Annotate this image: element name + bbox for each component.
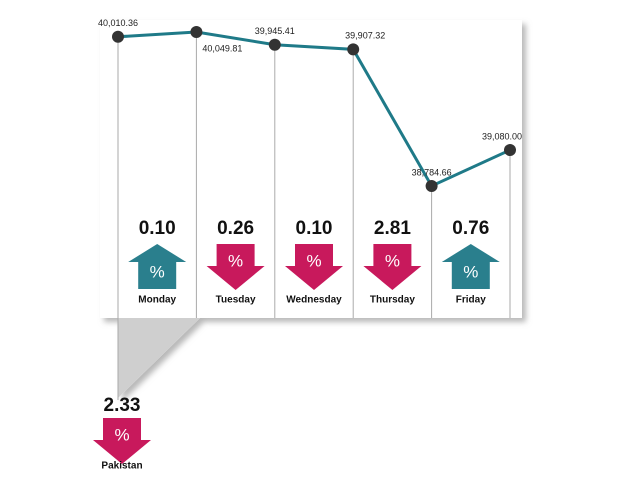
line: [117, 30, 511, 188]
callout: [118, 318, 200, 398]
day-label: Thursday: [370, 295, 415, 306]
value-label: 40,049.81: [202, 43, 242, 53]
change-label: 2.33: [104, 395, 141, 416]
market-label: Pakistan: [101, 461, 142, 472]
day-label: Monday: [138, 295, 176, 306]
change-label: 0.26: [217, 218, 254, 239]
percent-symbol: %: [385, 251, 400, 270]
arrow-down: [285, 244, 343, 290]
day-label: Friday: [456, 295, 486, 306]
change-label: 0.76: [452, 218, 489, 239]
percent-symbol: %: [114, 425, 129, 444]
point: [190, 26, 203, 38]
value-label: 40,010.36: [98, 18, 138, 28]
arrow-up: [441, 244, 500, 289]
change-label: 0.10: [139, 218, 176, 239]
chart: 40,010.36 40,049.81 39,945.41 39,907.32 38,7…: [93, 18, 522, 472]
arrow-down: [363, 244, 422, 290]
point: [268, 38, 281, 51]
day-label: Tuesday: [216, 295, 256, 306]
percent-symbol: %: [150, 262, 165, 281]
point: [112, 30, 124, 43]
point: [347, 43, 360, 56]
arrow-up: [128, 244, 187, 289]
arrow-down: [93, 418, 151, 464]
percent-symbol: %: [306, 251, 321, 270]
point: [504, 144, 516, 157]
percent-symbol: %: [228, 251, 243, 270]
percent-symbol: %: [463, 262, 478, 281]
value-label: 39,080.00: [482, 131, 522, 141]
value-label: 38,784.66: [412, 167, 452, 177]
arrow-down: [206, 244, 265, 290]
value-label: 39,907.32: [345, 31, 385, 41]
change-label: 0.10: [296, 218, 333, 239]
value-label: 39,945.41: [255, 26, 295, 36]
panel: [100, 20, 522, 398]
point: [425, 180, 438, 192]
change-label: 2.81: [374, 218, 411, 239]
day-label: Wednesday: [286, 295, 342, 306]
